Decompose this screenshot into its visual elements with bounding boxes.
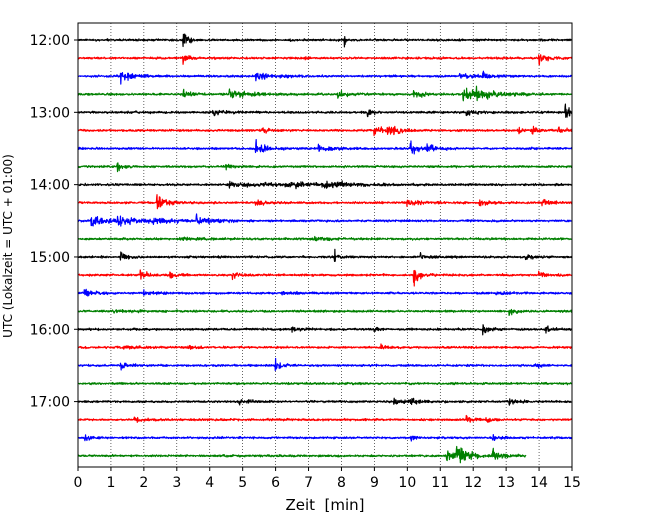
x-tick-label: 13 [497, 475, 515, 491]
y-tick-label: 12:00 [30, 33, 70, 49]
x-tick-label: 11 [431, 475, 449, 491]
x-tick-label: 6 [271, 475, 280, 491]
trace-line [77, 85, 573, 102]
x-tick-label: 0 [74, 475, 83, 491]
trace-line [77, 103, 573, 118]
x-tick-label: 5 [238, 475, 247, 491]
trace-line [77, 324, 573, 336]
trace-line [77, 397, 573, 406]
y-tick-label: 16:00 [30, 322, 70, 338]
trace-line [77, 308, 573, 317]
trace-line [77, 138, 573, 155]
axis-ticks: 0 1 2 3 4 5 6 7 8 9 10 11 12 13 14 1512:0013:0014:0015:… [30, 33, 581, 491]
y-axis-label: UTC (Lokalzeit = UTC + 01:00) [1, 154, 15, 338]
x-tick-label: 12 [464, 475, 482, 491]
trace-line [77, 269, 573, 287]
x-axis-label: Zeit [min] [285, 496, 364, 514]
trace-line [77, 381, 573, 386]
plot-frame [77, 22, 573, 468]
trace-line [77, 162, 573, 173]
trace-line [77, 54, 573, 66]
trace-line [77, 125, 573, 137]
y-tick-label: 15:00 [30, 250, 70, 266]
y-tick-label: 14:00 [30, 178, 70, 194]
trace-line [77, 180, 573, 190]
x-tick-label: 14 [530, 475, 548, 491]
trace-line [77, 357, 573, 372]
trace-line [77, 414, 573, 423]
x-tick-label: 3 [172, 475, 181, 491]
trace-lines [77, 33, 573, 464]
x-tick-label: 10 [398, 475, 416, 491]
trace-line [77, 194, 573, 210]
trace-line [77, 70, 573, 85]
x-tick-label: 4 [205, 475, 214, 491]
x-tick-label: 7 [304, 475, 313, 491]
y-tick-label: 13:00 [30, 105, 70, 121]
x-tick-label: 2 [139, 475, 148, 491]
trace-line [77, 33, 573, 48]
y-tick-label: 17:00 [30, 395, 70, 411]
trace-line [77, 213, 573, 227]
trace-line [77, 248, 573, 263]
x-tick-label: 9 [370, 475, 379, 491]
x-tick-label: 8 [337, 475, 346, 491]
grid-lines [110, 23, 540, 467]
trace-line [77, 343, 573, 350]
trace-line [77, 288, 573, 297]
trace-line [77, 434, 573, 442]
trace-line [77, 235, 573, 242]
trace-line [77, 445, 527, 464]
x-tick-label: 1 [106, 475, 115, 491]
x-tick-label: 15 [563, 475, 581, 491]
